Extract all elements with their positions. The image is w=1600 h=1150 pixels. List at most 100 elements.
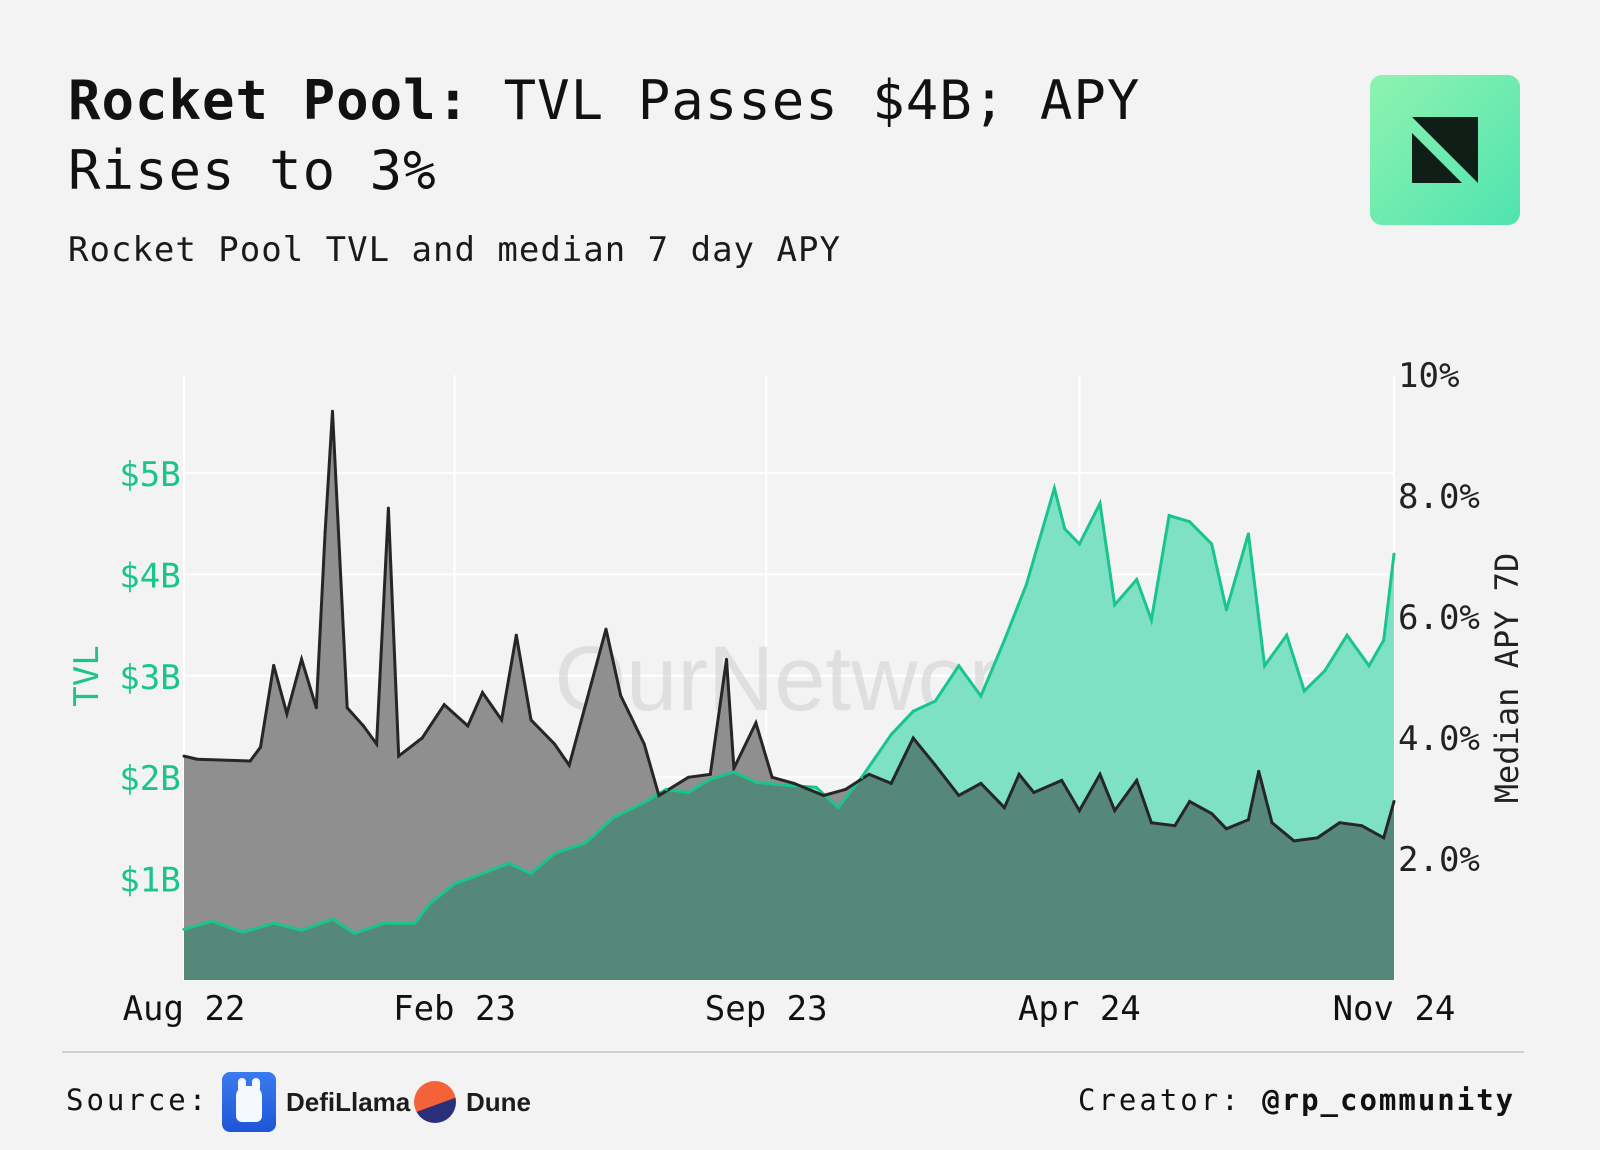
apy-point-47	[1060, 778, 1064, 782]
apy-point-59	[1270, 821, 1274, 825]
tvl-point-49	[1323, 669, 1327, 673]
tvl-point-52	[1382, 638, 1386, 642]
apy-point-5	[285, 712, 289, 716]
apy-point-22	[552, 742, 556, 746]
apy-point-6	[300, 657, 304, 661]
source-dune[interactable]: Dune	[414, 1072, 531, 1132]
tvl-point-50	[1345, 633, 1349, 637]
tvl-point-0	[182, 927, 186, 931]
source-defillama[interactable]: DefiLlama	[222, 1072, 410, 1132]
tvl-point-17	[642, 801, 646, 805]
apy-point-61	[1316, 836, 1320, 840]
apy-point-18	[480, 691, 484, 695]
tvl-point-14	[552, 851, 556, 855]
apy-point-45	[1017, 772, 1021, 776]
tvl-point-16	[611, 816, 615, 820]
apy-point-4	[272, 663, 276, 667]
left-tick-label: $4B	[119, 556, 180, 596]
apy-point-7	[314, 706, 318, 710]
tvl-point-40	[1149, 618, 1153, 622]
tvl-point-31	[979, 694, 983, 698]
apy-point-57	[1246, 818, 1250, 822]
left-tick-label: $1B	[119, 861, 180, 901]
ournetwork-logo-mark	[1412, 117, 1478, 183]
tvl-point-2	[241, 930, 245, 934]
apy-line	[183, 411, 1396, 843]
right-tick-label: 6.0%	[1398, 598, 1480, 638]
apy-point-29	[686, 775, 690, 779]
tvl-point-15	[583, 841, 587, 845]
apy-point-55	[1210, 812, 1214, 816]
tvl-point-21	[732, 770, 736, 774]
tvl-point-18	[664, 787, 668, 791]
apy-point-37	[844, 787, 848, 791]
tvl-point-39	[1135, 577, 1139, 581]
tvl-point-23	[785, 783, 789, 787]
right-axis-title: Median APY 7D	[1488, 553, 1526, 803]
apy-point-56	[1224, 827, 1228, 831]
tvl-point-13	[529, 872, 533, 876]
apy-point-0	[182, 754, 186, 758]
x-tick-label: Nov 24	[1333, 989, 1456, 1029]
tvl-point-6	[353, 931, 357, 935]
tvl-point-1	[210, 919, 214, 923]
defillama-label: DefiLlama	[286, 1086, 411, 1117]
apy-point-50	[1113, 809, 1117, 813]
tvl-point-11	[480, 872, 484, 876]
tvl-point-26	[860, 775, 864, 779]
apy-point-20	[514, 633, 518, 637]
apy-point-36	[822, 793, 826, 797]
tvl-point-12	[507, 861, 511, 865]
x-tick-label: Aug 22	[123, 989, 246, 1029]
source-label: Source:	[66, 1083, 210, 1117]
tvl-line	[183, 482, 1396, 936]
apy-point-24	[589, 682, 593, 686]
left-tick-label: $3B	[119, 658, 180, 698]
apy-point-54	[1188, 800, 1192, 804]
apy-point-40	[911, 736, 915, 740]
tvl-point-42	[1188, 520, 1192, 524]
tvl-point-46	[1263, 664, 1267, 668]
right-tick-label: 8.0%	[1398, 477, 1480, 517]
apy-point-26	[619, 694, 623, 698]
apy-point-1	[195, 757, 199, 761]
tvl-point-30	[957, 664, 961, 668]
apy-point-43	[979, 781, 983, 785]
tvl-point-8	[413, 921, 417, 925]
tvl-point-20	[708, 777, 712, 781]
apy-point-8	[323, 530, 327, 534]
tvl-point-34	[1052, 486, 1056, 490]
apy-point-17	[466, 724, 470, 728]
tvl-point-48	[1302, 689, 1306, 693]
footer-divider	[62, 1051, 1524, 1053]
apy-point-12	[375, 742, 379, 746]
apy-point-48	[1077, 809, 1081, 813]
apy-point-3	[258, 745, 262, 749]
apy-point-41	[933, 763, 937, 767]
ournetwork-logo	[1370, 75, 1520, 225]
apy-point-14	[397, 754, 401, 758]
apy-point-35	[792, 781, 796, 785]
apy-point-23	[567, 763, 571, 767]
creator-label: Creator: @rp_community	[1078, 1083, 1516, 1117]
tvl-point-25	[836, 806, 840, 810]
apy-point-21	[529, 718, 533, 722]
right-tick-label: 10%	[1398, 356, 1459, 396]
apy-point-62	[1338, 821, 1342, 825]
chart-title: Rocket Pool: TVL Passes $4B; APY Rises t…	[68, 66, 1288, 206]
apy-point-25	[604, 627, 608, 631]
left-axis-title: TVL	[67, 645, 107, 706]
tvl-point-5	[330, 917, 334, 921]
apy-point-44	[1002, 806, 1006, 810]
tvl-point-9	[428, 902, 432, 906]
dune-icon	[414, 1081, 456, 1123]
x-tick-label: Apr 24	[1018, 989, 1141, 1029]
tvl-point-38	[1113, 603, 1117, 607]
apy-point-42	[957, 793, 961, 797]
tvl-point-27	[889, 733, 893, 737]
apy-point-2	[248, 759, 252, 763]
apy-point-15	[420, 736, 424, 740]
tvl-point-4	[300, 928, 304, 932]
apy-point-63	[1360, 824, 1364, 828]
